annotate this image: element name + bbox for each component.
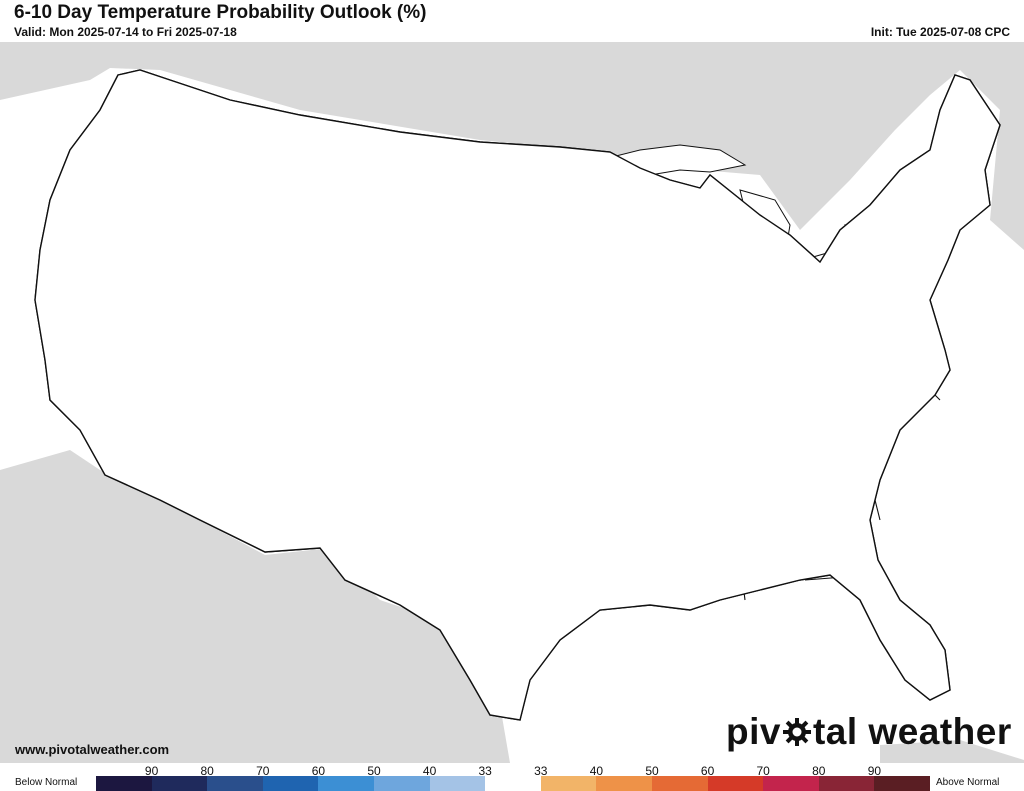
legend-swatch (318, 776, 374, 791)
cuba-bahamas-land (880, 740, 1024, 763)
valid-period: Valid: Mon 2025-07-14 to Fri 2025-07-18 (14, 25, 237, 39)
mexico-land (0, 450, 510, 763)
legend-swatch (707, 776, 764, 791)
legend-swatch (429, 776, 486, 791)
legend-tick-label: 50 (367, 764, 381, 778)
legend-swatch (262, 776, 319, 791)
legend-tick-label: 90 (867, 764, 882, 778)
legend-tick-label: 70 (756, 764, 770, 778)
legend-tick-label: 70 (256, 764, 270, 778)
legend-swatch (373, 776, 430, 791)
legend-swatch (540, 776, 597, 791)
legend-colorbar (96, 776, 930, 791)
legend-tick-label: 33 (534, 764, 548, 778)
legend-swatch (207, 776, 263, 791)
legend-tick-label: 80 (200, 764, 214, 778)
legend-swatch (874, 776, 930, 791)
init-time: Init: Tue 2025-07-08 CPC (870, 25, 1010, 39)
legend-swatch (151, 776, 208, 791)
legend-swatch (651, 776, 708, 791)
legend-tick-label: 60 (700, 764, 715, 778)
pivotal-weather-logo: piv tal weather (726, 711, 1012, 753)
logo-text-left: piv (726, 711, 781, 752)
legend-tick-label: 50 (645, 764, 659, 778)
header: 6-10 Day Temperature Probability Outlook… (0, 0, 1024, 42)
legend-tick-label: 40 (589, 764, 604, 778)
legend: Below Normal Above Normal 90 80 70 60 50 40 33… (0, 763, 1024, 791)
legend-swatch (818, 776, 875, 791)
site-url[interactable]: www.pivotalweather.com (15, 742, 170, 757)
legend-tick-label: 40 (422, 764, 437, 778)
legend-swatch (596, 776, 652, 791)
canada-land (0, 42, 1024, 250)
legend-below-label: Below Normal (15, 777, 78, 788)
legend-swatch (485, 776, 541, 791)
legend-tick-label: 33 (478, 764, 492, 778)
legend-above-label: Above Normal (936, 777, 1000, 788)
legend-swatch (96, 776, 152, 791)
legend-swatch (763, 776, 819, 791)
gear-icon (782, 718, 811, 746)
logo-text-right: tal weather (812, 711, 1012, 752)
legend-tick-label: 60 (311, 764, 326, 778)
map-title: 6-10 Day Temperature Probability Outlook… (14, 2, 427, 23)
legend-tick-label: 90 (144, 764, 159, 778)
legend-tick-label: 80 (812, 764, 826, 778)
outlook-map (0, 42, 1024, 763)
map-canvas (0, 42, 1024, 763)
